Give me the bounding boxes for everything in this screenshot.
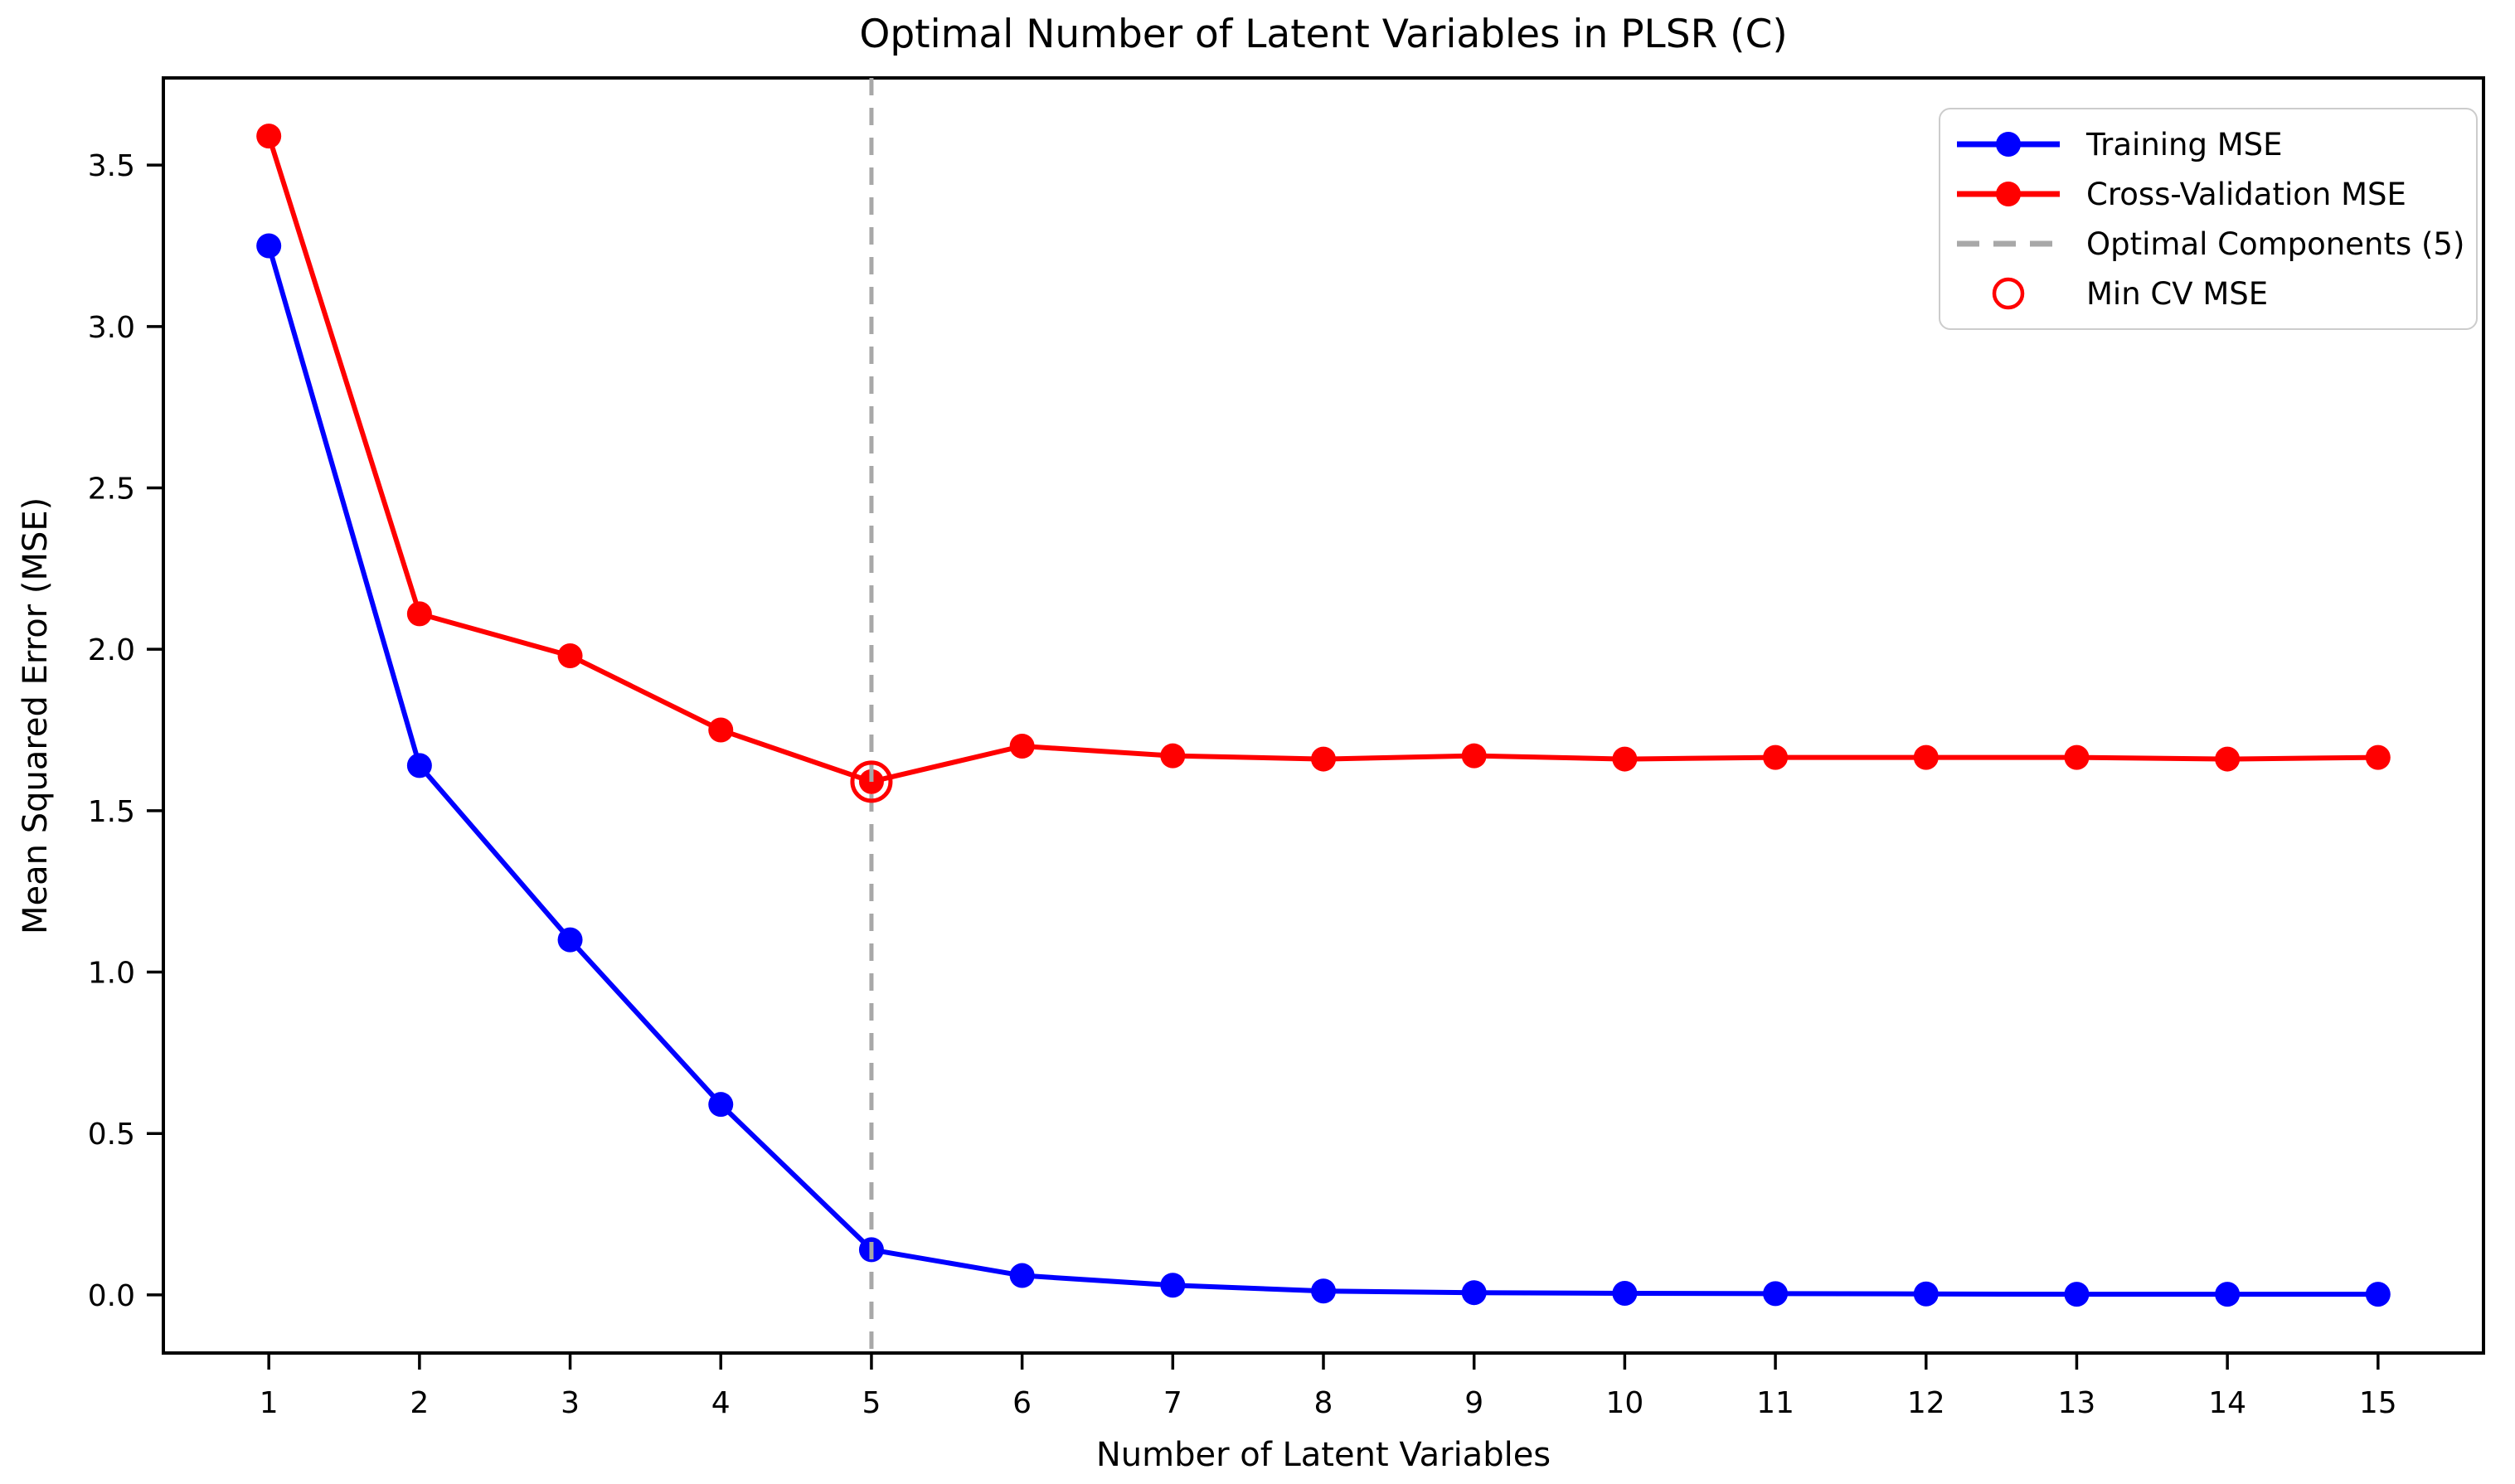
y-tick-label: 2.0 (88, 633, 135, 667)
legend-sample-open-circle (1992, 277, 2025, 310)
training-mse-marker (2215, 1282, 2241, 1307)
y-tick-label: 3.0 (88, 311, 135, 345)
training-mse-line-icon (1957, 132, 2060, 157)
x-tick-label: 10 (1605, 1386, 1643, 1420)
x-tick-label: 7 (1163, 1386, 1182, 1420)
x-tick-label: 1 (260, 1386, 279, 1420)
x-tick-label: 4 (711, 1386, 731, 1420)
cv-mse-marker (557, 643, 583, 668)
x-tick-label: 9 (1464, 1386, 1483, 1420)
cv-mse-marker (256, 124, 282, 149)
y-tick-label: 1.0 (88, 957, 135, 991)
training-mse-marker (2064, 1282, 2090, 1307)
training-mse-marker (406, 753, 432, 778)
x-tick-label: 5 (862, 1386, 881, 1420)
cv-mse-marker (708, 717, 734, 743)
x-tick-label: 13 (2058, 1386, 2096, 1420)
training-mse-marker (1311, 1278, 1336, 1304)
cv-mse-marker (1160, 743, 1186, 769)
x-tick-label: 3 (561, 1386, 580, 1420)
y-tick-label: 3.5 (88, 149, 135, 183)
training-mse-marker (1763, 1281, 1789, 1307)
cv-mse-marker (1461, 743, 1487, 769)
x-axis-label: Number of Latent Variables (1095, 1436, 1551, 1474)
cv-mse-marker (1612, 746, 1638, 772)
y-tick-label: 0.5 (88, 1118, 135, 1152)
x-tick-label: 12 (1907, 1386, 1945, 1420)
cv-mse-marker (1311, 746, 1336, 772)
legend-label: Cross-Validation MSE (2086, 176, 2406, 212)
cv-mse-marker (406, 601, 432, 627)
cv-mse-marker (2064, 744, 2090, 770)
x-tick-label: 15 (2359, 1386, 2397, 1420)
legend-entry-min-cv-mse: Min CV MSE (1954, 269, 2459, 318)
training-mse-marker (1913, 1281, 1939, 1307)
chart-title: Optimal Number of Latent Variables in PL… (859, 12, 1788, 57)
cv-mse-line-icon (1957, 182, 2060, 206)
training-mse-marker (1160, 1273, 1186, 1298)
training-mse-marker (557, 927, 583, 953)
legend-entry-cv-mse: Cross-Validation MSE (1954, 169, 2459, 219)
cv-mse-marker (1009, 733, 1035, 759)
x-tick-label: 14 (2208, 1386, 2246, 1420)
training-mse-marker (2365, 1282, 2391, 1307)
dashed-line-icon (1957, 240, 2060, 247)
legend: Training MSE Cross-Validation MSE Optima… (1939, 108, 2478, 330)
y-tick-label: 0.0 (88, 1279, 135, 1313)
cv-mse-marker (1913, 744, 1939, 770)
training-mse-marker (1612, 1280, 1638, 1306)
legend-label: Optimal Components (5) (2086, 226, 2465, 262)
legend-label: Min CV MSE (2086, 275, 2269, 312)
cv-mse-marker (2215, 746, 2241, 772)
legend-entry-optimal-components: Optimal Components (5) (1954, 219, 2464, 269)
open-circle-icon (1992, 277, 2025, 310)
training-mse-marker (1461, 1280, 1487, 1306)
x-tick-label: 8 (1314, 1386, 1333, 1420)
x-tick-label: 2 (410, 1386, 429, 1420)
y-tick-label: 2.5 (88, 472, 135, 506)
training-mse-marker (1009, 1263, 1035, 1288)
min-cv-mse-marker (850, 760, 893, 803)
cv-mse-marker (2365, 744, 2391, 770)
legend-entry-training-mse: Training MSE (1954, 119, 2459, 169)
legend-label: Training MSE (2086, 126, 2283, 162)
legend-sample-marker (1996, 132, 2021, 157)
x-tick-label: 6 (1012, 1386, 1032, 1420)
legend-sample-marker (1996, 182, 2021, 206)
training-mse-marker (256, 233, 282, 259)
y-tick-label: 1.5 (88, 795, 135, 829)
training-mse-marker (708, 1092, 734, 1118)
x-tick-label: 11 (1756, 1386, 1794, 1420)
plot-area-border (162, 76, 2485, 1355)
cv-mse-marker (1763, 744, 1789, 770)
